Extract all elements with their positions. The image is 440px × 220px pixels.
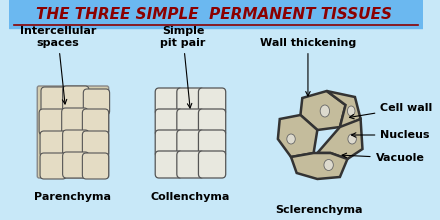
Text: Nucleus: Nucleus [352,130,430,140]
Text: Simple
pit pair: Simple pit pair [160,26,205,108]
FancyBboxPatch shape [62,86,89,112]
Ellipse shape [320,105,330,117]
FancyBboxPatch shape [62,108,88,134]
FancyBboxPatch shape [37,86,109,178]
FancyBboxPatch shape [40,153,66,179]
FancyBboxPatch shape [155,88,183,115]
Text: Wall thickening: Wall thickening [260,38,356,96]
Polygon shape [317,119,363,159]
FancyBboxPatch shape [177,109,204,136]
Polygon shape [327,91,361,127]
FancyBboxPatch shape [39,109,66,135]
Text: Parenchyma: Parenchyma [34,192,111,202]
FancyBboxPatch shape [82,109,109,135]
Polygon shape [301,91,345,130]
Ellipse shape [324,160,334,170]
FancyBboxPatch shape [198,151,226,178]
FancyBboxPatch shape [155,109,183,136]
Ellipse shape [348,134,356,144]
Ellipse shape [287,134,295,144]
Polygon shape [291,153,348,179]
Text: Collenchyma: Collenchyma [151,192,230,202]
FancyBboxPatch shape [62,152,89,178]
Polygon shape [278,115,317,157]
FancyBboxPatch shape [198,88,226,115]
FancyBboxPatch shape [62,130,89,156]
FancyBboxPatch shape [82,153,109,179]
Text: Vacuole: Vacuole [342,153,425,163]
FancyBboxPatch shape [155,130,183,157]
FancyBboxPatch shape [177,88,204,115]
FancyBboxPatch shape [177,130,204,157]
Text: Intercellular
spaces: Intercellular spaces [20,26,96,104]
FancyBboxPatch shape [82,131,109,157]
Text: Sclerenchyma: Sclerenchyma [275,205,363,215]
FancyBboxPatch shape [177,151,204,178]
Bar [9,0,423,28]
Text: THE THREE SIMPLE  PERMANENT TISSUES: THE THREE SIMPLE PERMANENT TISSUES [36,7,392,22]
FancyBboxPatch shape [155,151,183,178]
FancyBboxPatch shape [198,130,226,157]
Text: Cell wall: Cell wall [349,103,433,119]
FancyBboxPatch shape [83,89,110,115]
FancyBboxPatch shape [198,109,226,136]
FancyBboxPatch shape [41,87,67,113]
FancyBboxPatch shape [40,131,66,157]
Ellipse shape [348,106,355,116]
